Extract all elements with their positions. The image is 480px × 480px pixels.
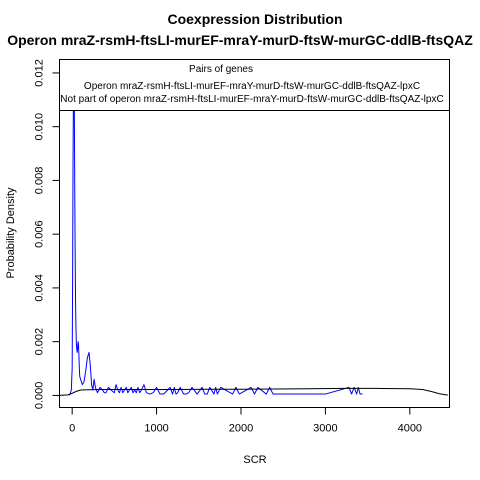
plot-area — [59, 59, 450, 408]
legend: Pairs of genes Operon mraZ-rsmH-ftsLI-mu… — [59, 59, 450, 111]
legend-title: Pairs of genes — [189, 64, 253, 75]
series-line-blue — [69, 75, 363, 396]
x-tick-label: 3000 — [313, 423, 337, 435]
legend-box — [59, 59, 450, 111]
series-group — [59, 75, 448, 396]
x-tick-label: 1000 — [144, 423, 168, 435]
legend-entry: Operon mraZ-rsmH-ftsLI-murEF-mraY-murD-f… — [84, 81, 420, 92]
y-tick-label: 0.000 — [34, 382, 46, 410]
x-tick-label: 4000 — [398, 423, 422, 435]
y-tick-label: 0.012 — [34, 59, 46, 87]
y-tick-label: 0.008 — [34, 167, 46, 195]
y-axis: 0.000 0.002 0.004 0.006 0.008 0.010 0.012 — [34, 59, 60, 409]
y-tick-label: 0.010 — [34, 113, 46, 141]
y-tick-label: 0.006 — [34, 220, 46, 248]
x-tick-label: 0 — [69, 423, 75, 435]
y-tick-label: 0.004 — [34, 274, 46, 302]
chart-title: Coexpression Distribution — [167, 11, 342, 27]
x-tick-label: 2000 — [229, 423, 253, 435]
y-axis-label: Probability Density — [5, 187, 17, 279]
x-axis: 0 1000 2000 3000 4000 — [69, 407, 422, 435]
x-axis-label: SCR — [243, 454, 266, 466]
series-line-black — [59, 387, 448, 396]
y-tick-label: 0.002 — [34, 328, 46, 356]
legend-entry: Not part of operon mraZ-rsmH-ftsLI-murEF… — [60, 94, 443, 105]
chart-subtitle: Operon mraZ-rsmH-ftsLI-murEF-mraY-murD-f… — [7, 32, 473, 48]
